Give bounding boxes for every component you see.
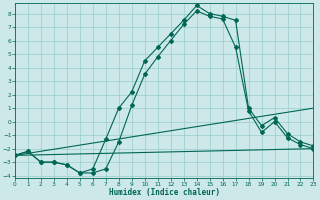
X-axis label: Humidex (Indice chaleur): Humidex (Indice chaleur) — [109, 188, 220, 197]
